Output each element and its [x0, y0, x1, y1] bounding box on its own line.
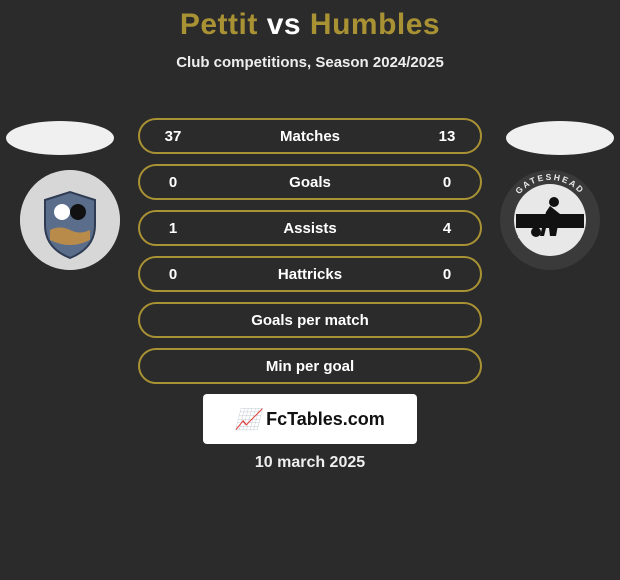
stat-label: Matches: [190, 128, 430, 145]
logo-text: FcTables.com: [266, 409, 385, 430]
stat-label: Goals per match: [190, 312, 430, 329]
stat-right-value: 13: [430, 128, 464, 145]
chart-icon: 📈: [235, 407, 260, 432]
club-left-crest: [20, 170, 120, 270]
stat-left-value: 0: [156, 266, 190, 283]
stat-left-value: 37: [156, 128, 190, 145]
date: 10 march 2025: [0, 454, 620, 472]
shield-icon: [20, 170, 120, 270]
stat-row: 0Goals0: [138, 164, 482, 200]
stat-label: Goals: [190, 174, 430, 191]
stat-label: Min per goal: [190, 358, 430, 375]
title-left: Pettit: [180, 8, 258, 41]
source-logo: 📈 FcTables.com: [203, 394, 417, 444]
stat-row: 1Assists4: [138, 210, 482, 246]
stat-rows: 37Matches130Goals01Assists40Hattricks0Go…: [138, 118, 482, 394]
stat-row: 37Matches13: [138, 118, 482, 154]
stat-label: Assists: [190, 220, 430, 237]
player-left-avatar: [6, 121, 114, 155]
stat-row: 0Hattricks0: [138, 256, 482, 292]
stat-right-value: 4: [430, 220, 464, 237]
stat-left-value: 0: [156, 174, 190, 191]
stat-label: Hattricks: [190, 266, 430, 283]
stat-right-value: 0: [430, 174, 464, 191]
player-right-avatar: [506, 121, 614, 155]
stat-row: Goals per match: [138, 302, 482, 338]
title-right: Humbles: [310, 8, 440, 41]
club-right-crest: GATESHEAD FOOTBALL CLUB: [500, 170, 600, 270]
stat-row: Min per goal: [138, 348, 482, 384]
stat-left-value: 1: [156, 220, 190, 237]
page-title: Pettit vs Humbles: [0, 0, 620, 42]
subtitle: Club competitions, Season 2024/2025: [0, 54, 620, 71]
stat-right-value: 0: [430, 266, 464, 283]
comparison-card: Pettit vs Humbles Club competitions, Sea…: [0, 0, 620, 580]
club-right-badge: GATESHEAD FOOTBALL CLUB: [500, 170, 600, 270]
club-left-badge: [20, 170, 120, 270]
title-vs: vs: [267, 8, 301, 41]
